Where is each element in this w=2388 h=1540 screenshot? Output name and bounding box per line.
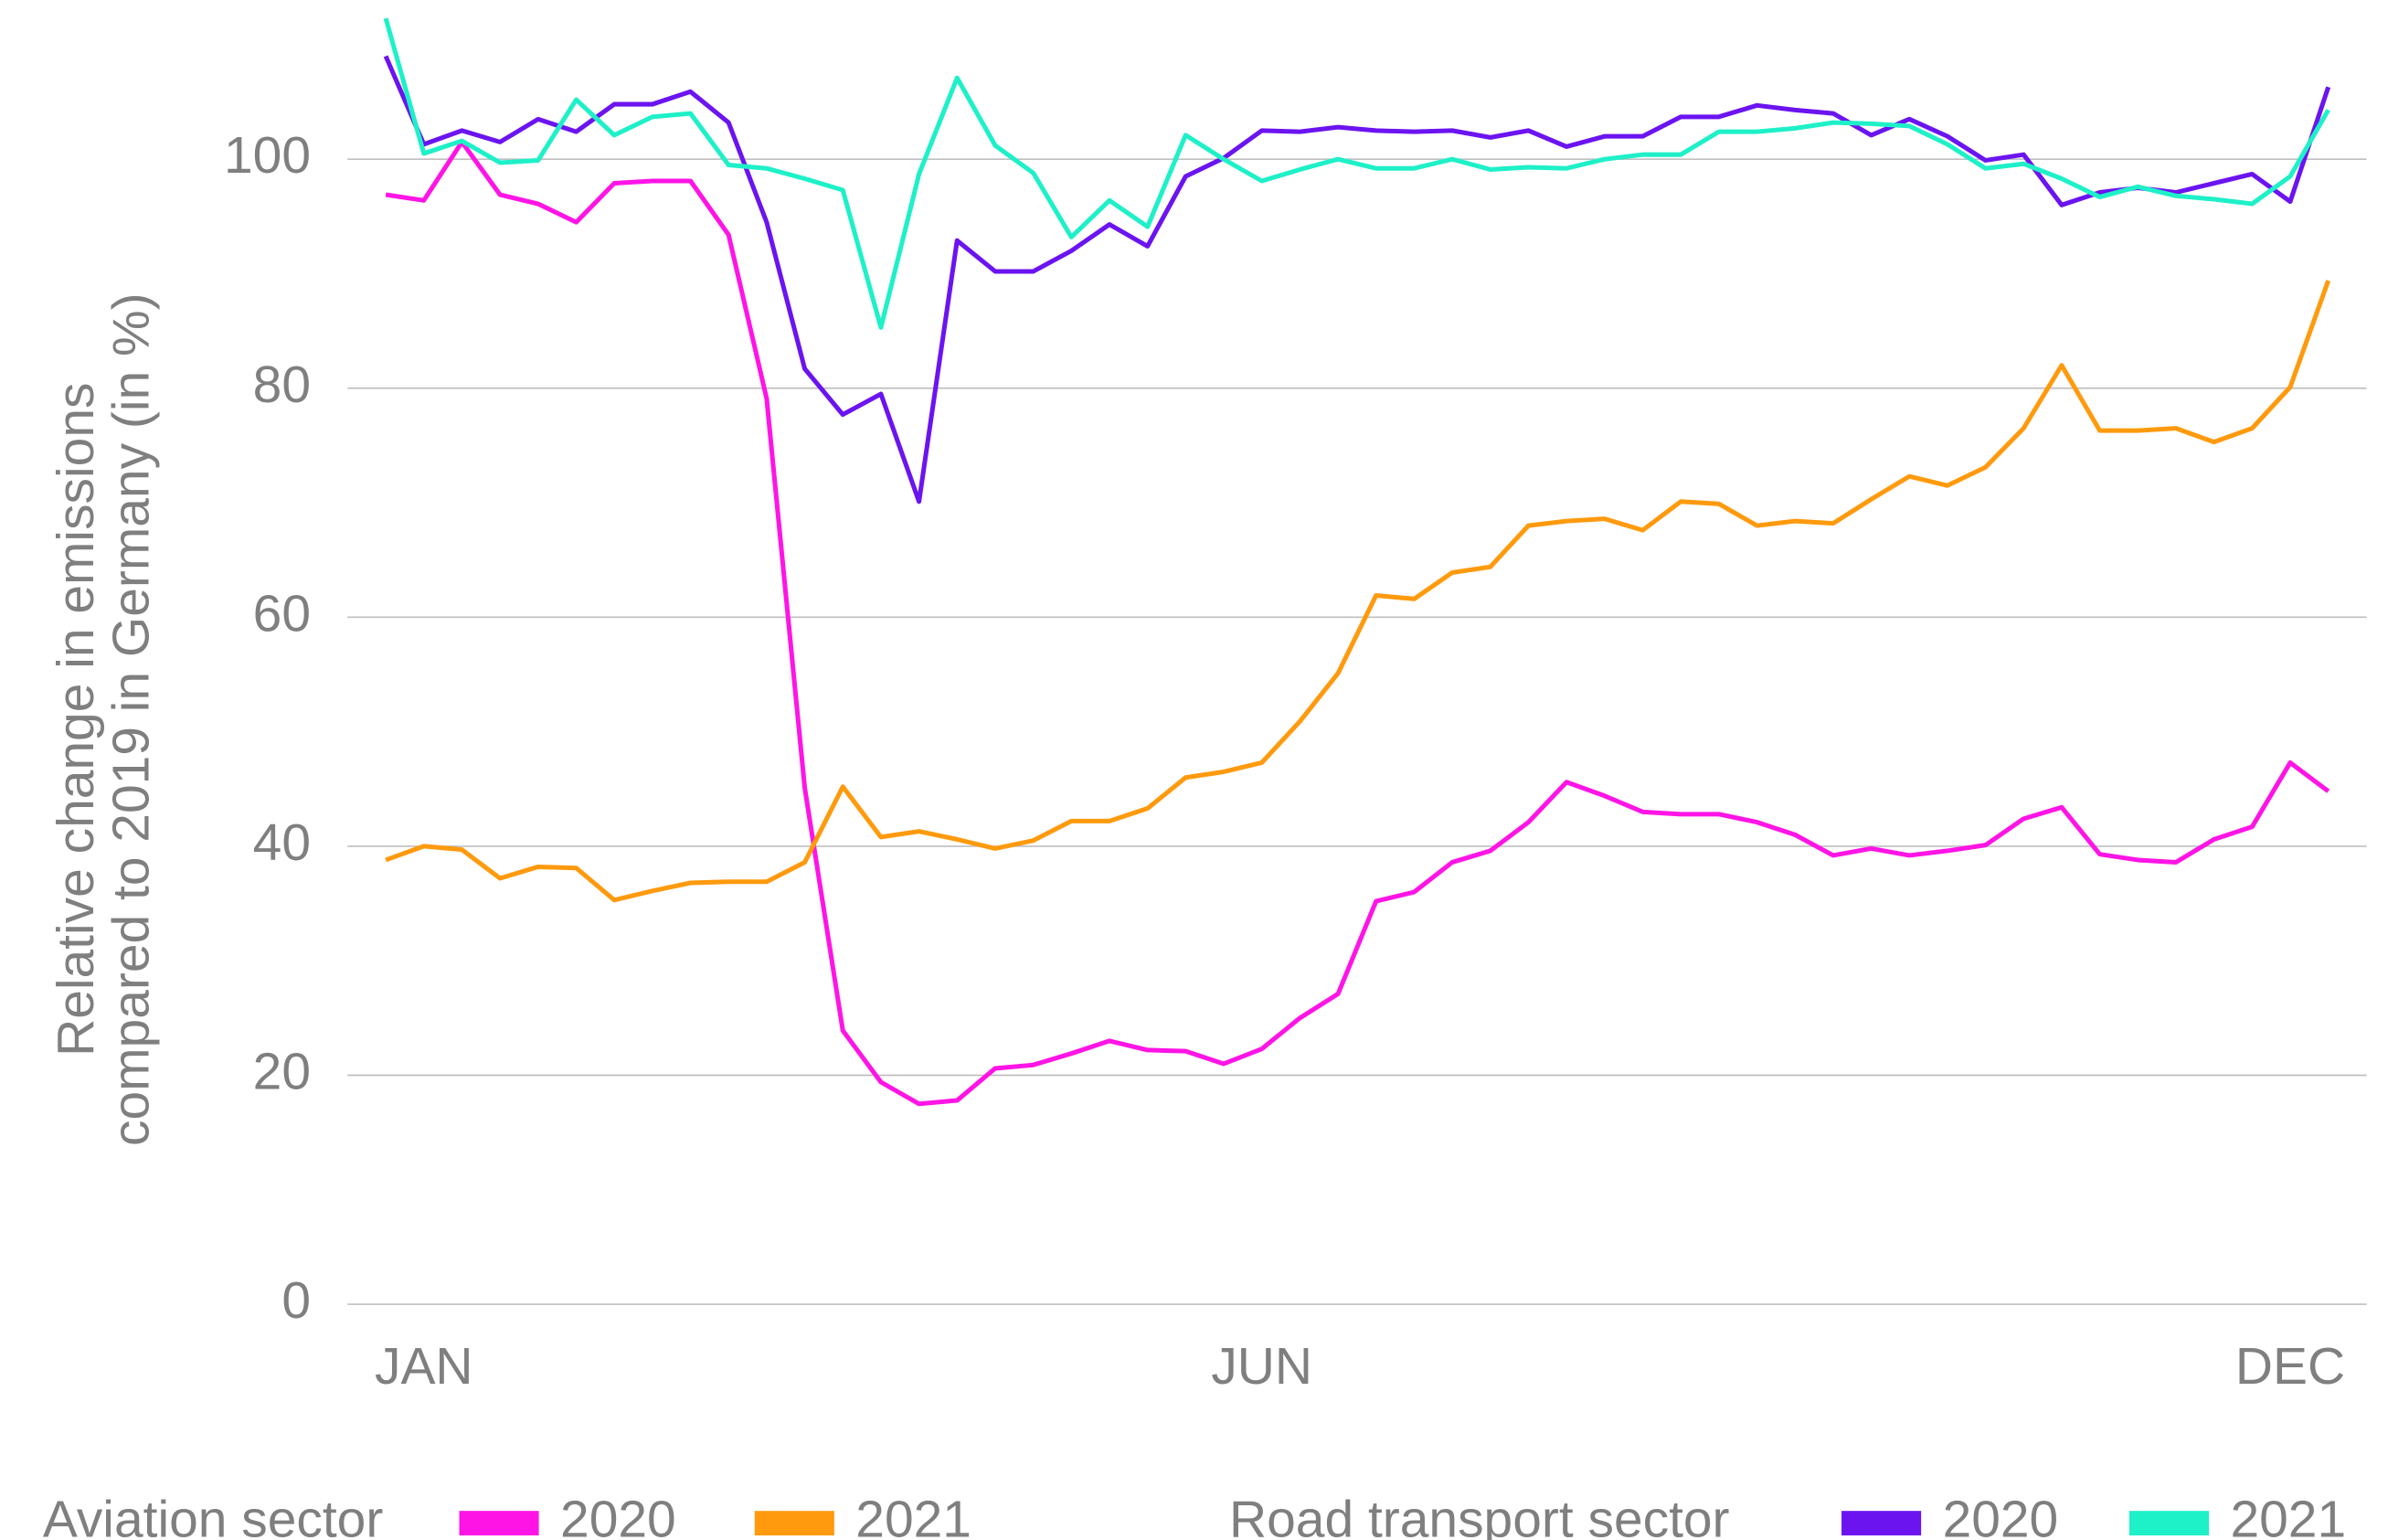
legend-swatch: [1841, 1511, 1922, 1535]
y-tick-label: 80: [253, 356, 311, 414]
y-tick-label: 20: [253, 1043, 311, 1101]
legend-swatch: [459, 1511, 539, 1535]
y-axis-label: compared to 2019 in Germany (in %): [101, 292, 160, 1146]
y-tick-label: 60: [253, 584, 311, 643]
line: [383, 55, 2331, 504]
y-tick-label: 40: [253, 813, 311, 872]
line: [385, 280, 2331, 903]
line: [383, 17, 2330, 330]
legend-swatch: [754, 1511, 834, 1535]
x-tick-label: JAN: [375, 1337, 473, 1396]
line: [385, 139, 2330, 1107]
legend-swatch: [2128, 1511, 2210, 1535]
y-tick-label: 100: [224, 126, 311, 185]
x-tick-label: DEC: [2235, 1337, 2345, 1396]
y-tick-label: 0: [281, 1271, 311, 1330]
legend-label: 2021: [855, 1491, 971, 1540]
y-axis-label: Relative change in emissions: [47, 383, 105, 1057]
legend-group-label: Road transport sector: [1229, 1491, 1730, 1540]
legend-label: 2021: [2230, 1491, 2346, 1540]
x-tick-label: JUN: [1211, 1337, 1312, 1396]
legend-label: 2020: [560, 1491, 676, 1540]
legend-label: 2020: [1943, 1491, 2059, 1540]
legend-group-label: Aviation sector: [43, 1491, 383, 1540]
